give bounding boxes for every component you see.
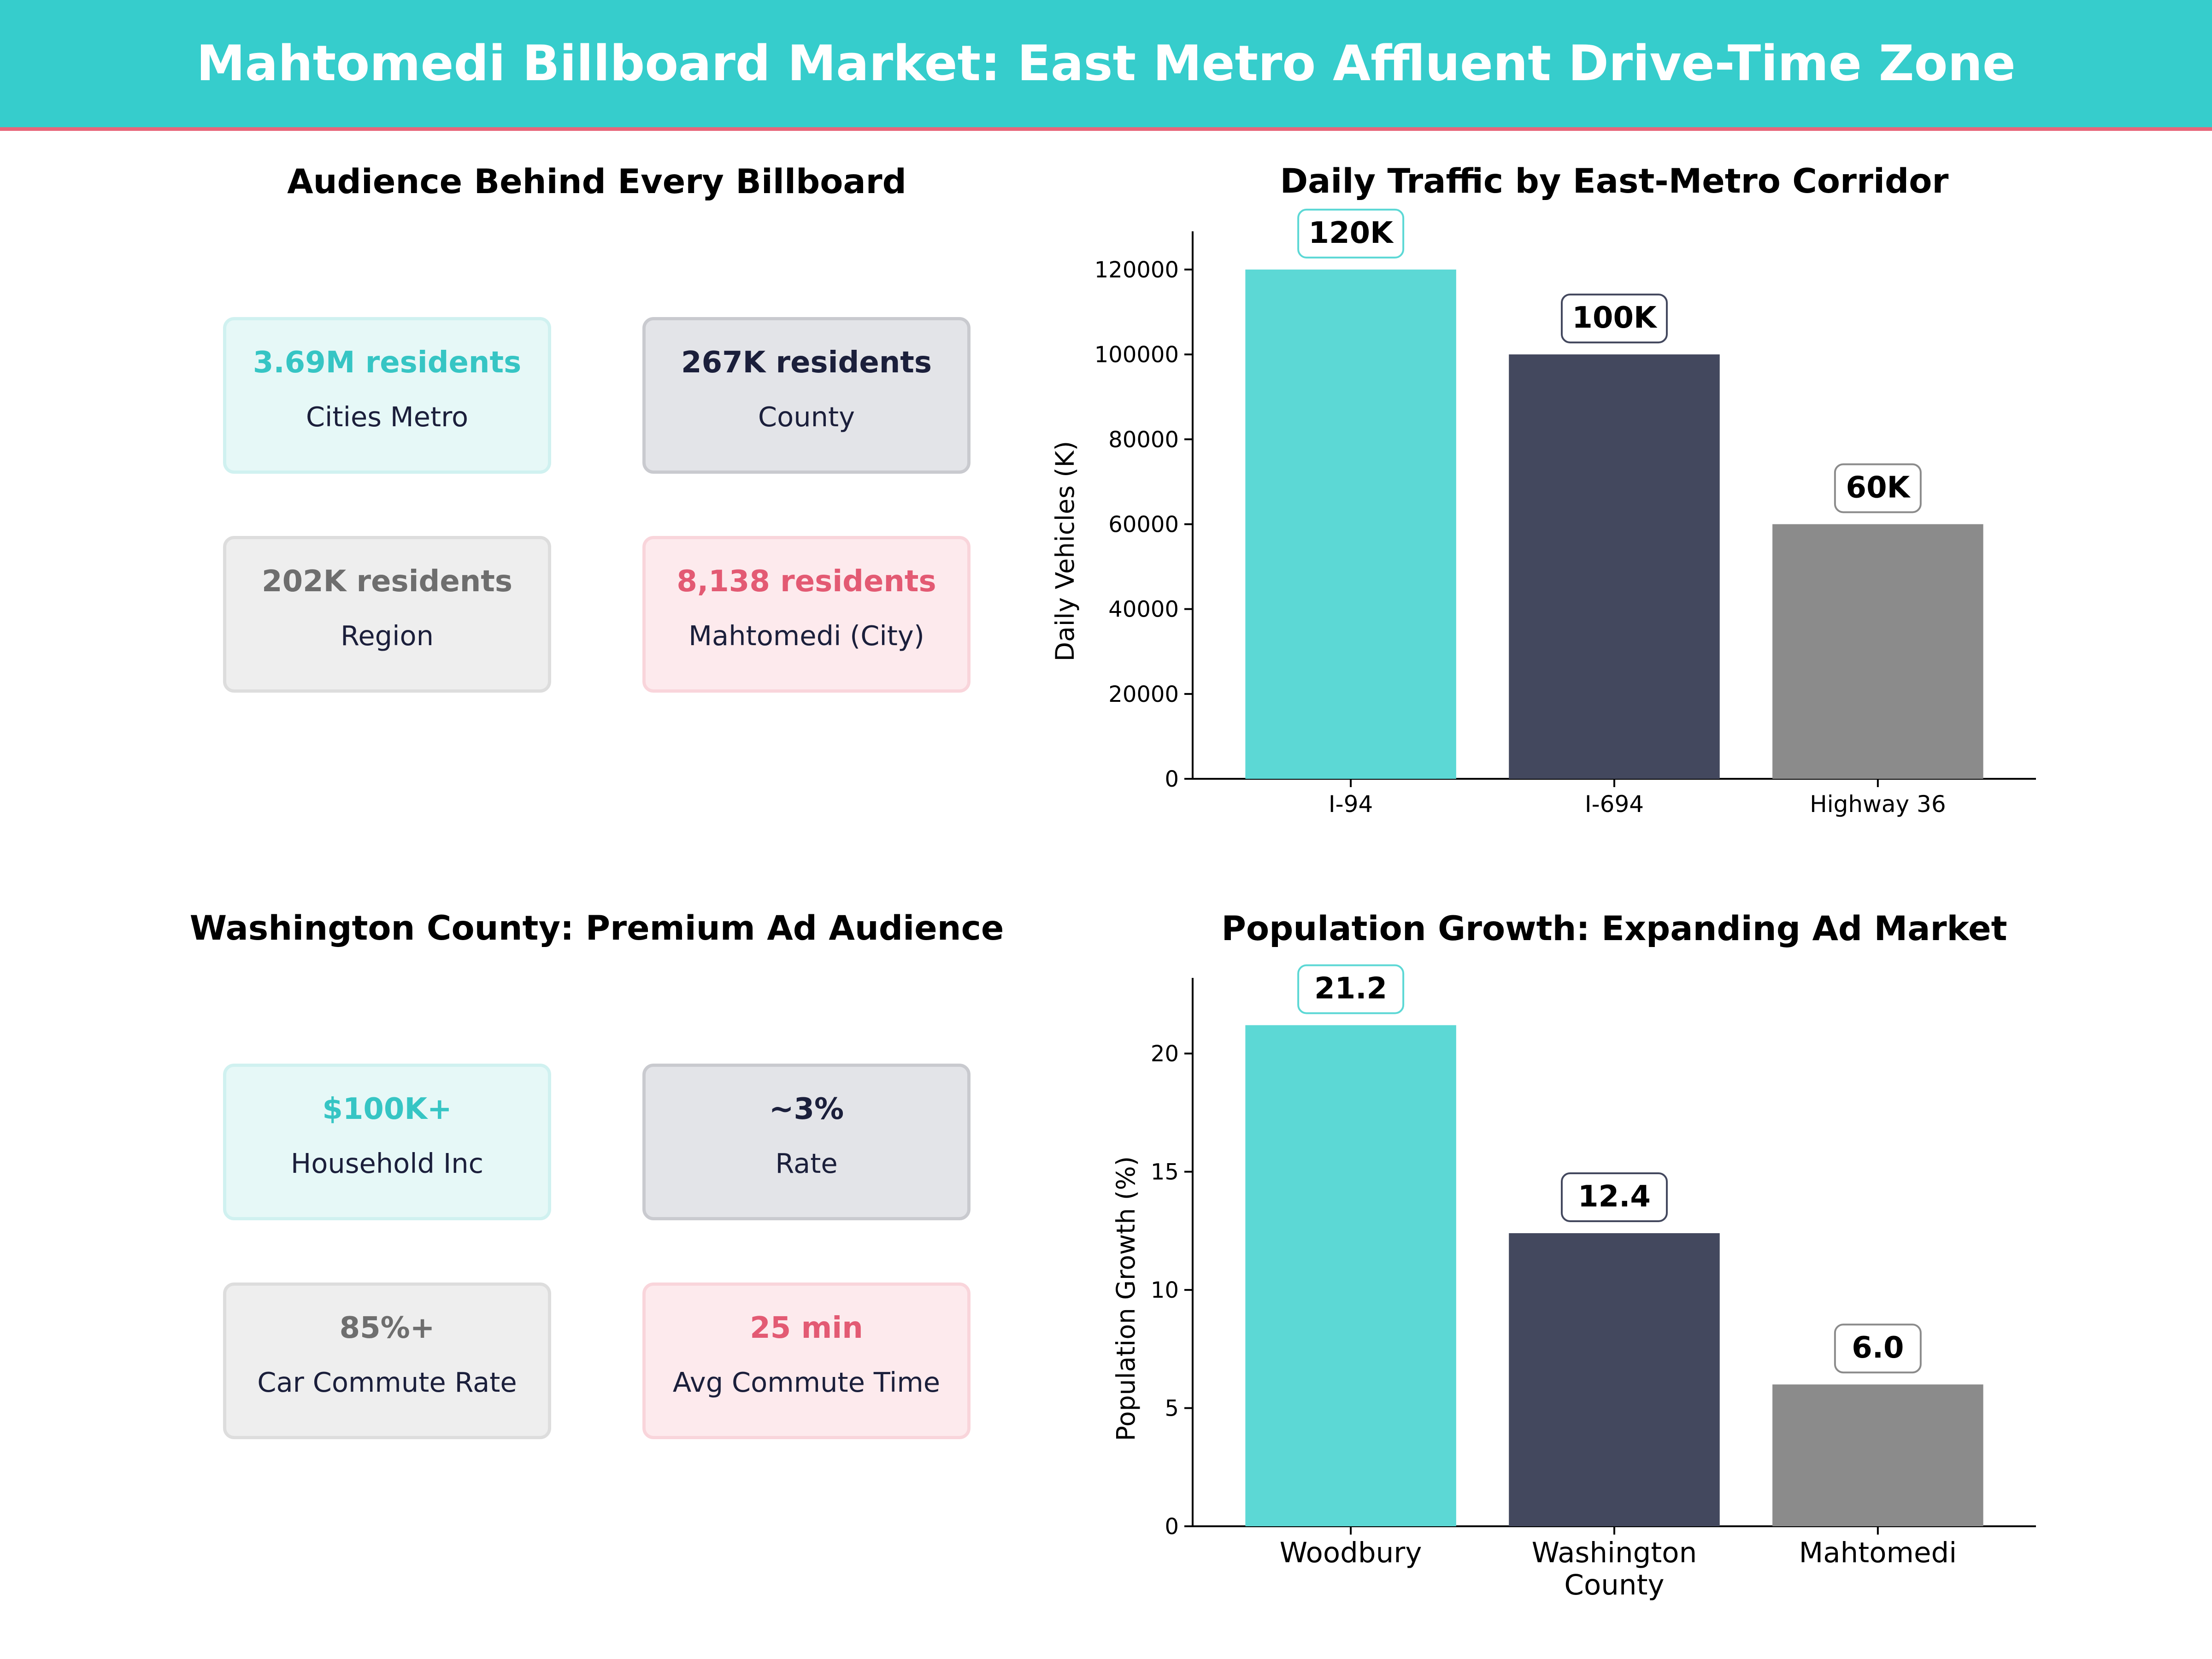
data-label: 60K (1846, 471, 1911, 505)
audience-card-value: 202K residents (262, 565, 512, 599)
y-tick-label: 100000 (1094, 342, 1179, 368)
county-card-value: ~3% (769, 1092, 844, 1126)
data-label: 120K (1309, 216, 1394, 250)
audience-panel-title: Audience Behind Every Billboard (287, 162, 906, 201)
growth-chart-title: Population Growth: Expanding Ad Market (1221, 909, 2007, 948)
data-label-box (1297, 964, 1405, 1014)
category-label: Woodbury (1280, 1536, 1422, 1569)
county-card-income: $100K+ Household Inc (223, 1064, 551, 1220)
audience-card-value: 8,138 residents (677, 565, 936, 599)
traffic-chart-marks: 0 20000 40000 60000 80000 100000 120000 120K I-9… (1094, 208, 2036, 818)
y-tick-label: 20000 (1108, 682, 1179, 707)
y-tick-label: 40000 (1108, 597, 1179, 623)
data-label: 6.0 (1852, 1331, 1904, 1365)
audience-card-label: Mahtomedi (City) (688, 620, 924, 652)
y-tick-label: 0 (1165, 766, 1179, 792)
audience-card-label: Region (341, 620, 434, 652)
category-label-line: Woodbury (1280, 1536, 1422, 1569)
county-card-label: Household Inc (290, 1147, 484, 1179)
y-tick-label: 5 (1165, 1396, 1179, 1422)
audience-card-region: 202K residents Region (223, 536, 551, 693)
data-label-box (1561, 294, 1668, 344)
county-card-value: $100K+ (322, 1092, 452, 1126)
data-label-box (1297, 208, 1405, 259)
county-card-value: 25 min (750, 1311, 863, 1345)
data-label-box (1834, 463, 1922, 513)
bar (1509, 1233, 1720, 1526)
bar (1509, 354, 1720, 779)
county-card-rate: ~3% Rate (642, 1064, 971, 1220)
audience-card-metro: 3.69M residents Cities Metro (223, 317, 551, 474)
audience-card-value: 3.69M residents (253, 346, 522, 380)
county-panel-title: Washington County: Premium Ad Audience (189, 909, 1004, 948)
category-label-line: I-694 (1585, 791, 1644, 818)
category-label: I-694 (1585, 791, 1644, 818)
audience-card-label: County (758, 401, 855, 433)
growth-chart-ylabel: Population Growth (%) (1111, 1156, 1141, 1441)
y-tick-label: 15 (1151, 1159, 1179, 1185)
category-label-line: Mahtomedi (1799, 1536, 1957, 1569)
y-tick-label: 10 (1151, 1277, 1179, 1303)
y-tick-label: 80000 (1108, 427, 1179, 453)
category-label-line: County (1564, 1569, 1664, 1601)
county-card-label: Rate (775, 1147, 838, 1179)
data-label: 12.4 (1578, 1180, 1651, 1214)
county-card-car-commute: 85%+ Car Commute Rate (223, 1282, 551, 1439)
audience-card-label: Cities Metro (306, 401, 469, 433)
traffic-chart-ylabel: Daily Vehicles (K) (1050, 441, 1080, 661)
bar (1772, 524, 1983, 779)
category-label-line: Washington (1532, 1536, 1697, 1569)
bar (1245, 269, 1456, 779)
bar (1245, 1025, 1456, 1526)
county-card-value: 85%+ (339, 1311, 435, 1345)
county-card-label: Avg Commute Time (672, 1366, 941, 1398)
data-label-box (1561, 1172, 1668, 1222)
county-card-commute-time: 25 min Avg Commute Time (642, 1282, 971, 1439)
category-label: Washington County (1532, 1536, 1697, 1601)
header-banner: Mahtomedi Billboard Market: East Metro A… (0, 0, 2212, 131)
data-label: 100K (1572, 301, 1658, 335)
category-label: Mahtomedi (1799, 1536, 1957, 1569)
category-label: Highway 36 (1810, 791, 1946, 818)
y-tick-label: 60000 (1108, 512, 1179, 537)
growth-chart-marks: 0 5 10 15 20 21.2 Woodbury 12.4 Washington County… (1151, 964, 2036, 1601)
category-label-line: I-94 (1329, 791, 1373, 818)
y-tick-label: 0 (1165, 1514, 1179, 1540)
audience-card-value: 267K residents (681, 346, 932, 380)
y-tick-label: 120000 (1094, 257, 1179, 283)
y-tick-label: 20 (1151, 1041, 1179, 1067)
audience-card-county: 267K residents County (642, 317, 971, 474)
bar (1772, 1384, 1983, 1526)
category-label: I-94 (1329, 791, 1373, 818)
page-title: Mahtomedi Billboard Market: East Metro A… (196, 35, 2016, 92)
data-label-box (1834, 1324, 1922, 1374)
data-label: 21.2 (1314, 972, 1387, 1006)
audience-card-city: 8,138 residents Mahtomedi (City) (642, 536, 971, 693)
category-label-line: Highway 36 (1810, 791, 1946, 818)
traffic-chart-title: Daily Traffic by East-Metro Corridor (1280, 162, 1949, 201)
county-card-label: Car Commute Rate (257, 1366, 517, 1398)
